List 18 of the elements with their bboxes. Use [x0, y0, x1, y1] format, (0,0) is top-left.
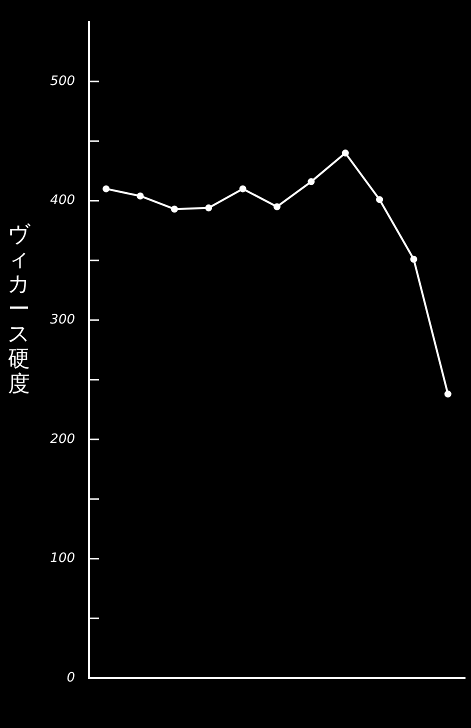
point	[136, 192, 144, 200]
y-tick-label: 300	[50, 312, 75, 328]
point	[170, 206, 178, 213]
point	[444, 390, 452, 398]
point	[239, 185, 246, 192]
y-axis-title: ヴィカース硬度	[6, 222, 32, 397]
y-tick-label: 500	[50, 74, 75, 89]
point	[308, 178, 315, 186]
point	[376, 196, 384, 204]
point	[274, 203, 280, 210]
point	[102, 185, 110, 192]
y-tick-label: 200	[50, 432, 75, 447]
point	[410, 256, 418, 263]
y-tick-label: 0	[66, 670, 75, 686]
point	[342, 150, 349, 157]
y-tick-label: 100	[50, 551, 75, 566]
y-tick-label: 400	[50, 193, 75, 208]
point	[205, 204, 212, 212]
